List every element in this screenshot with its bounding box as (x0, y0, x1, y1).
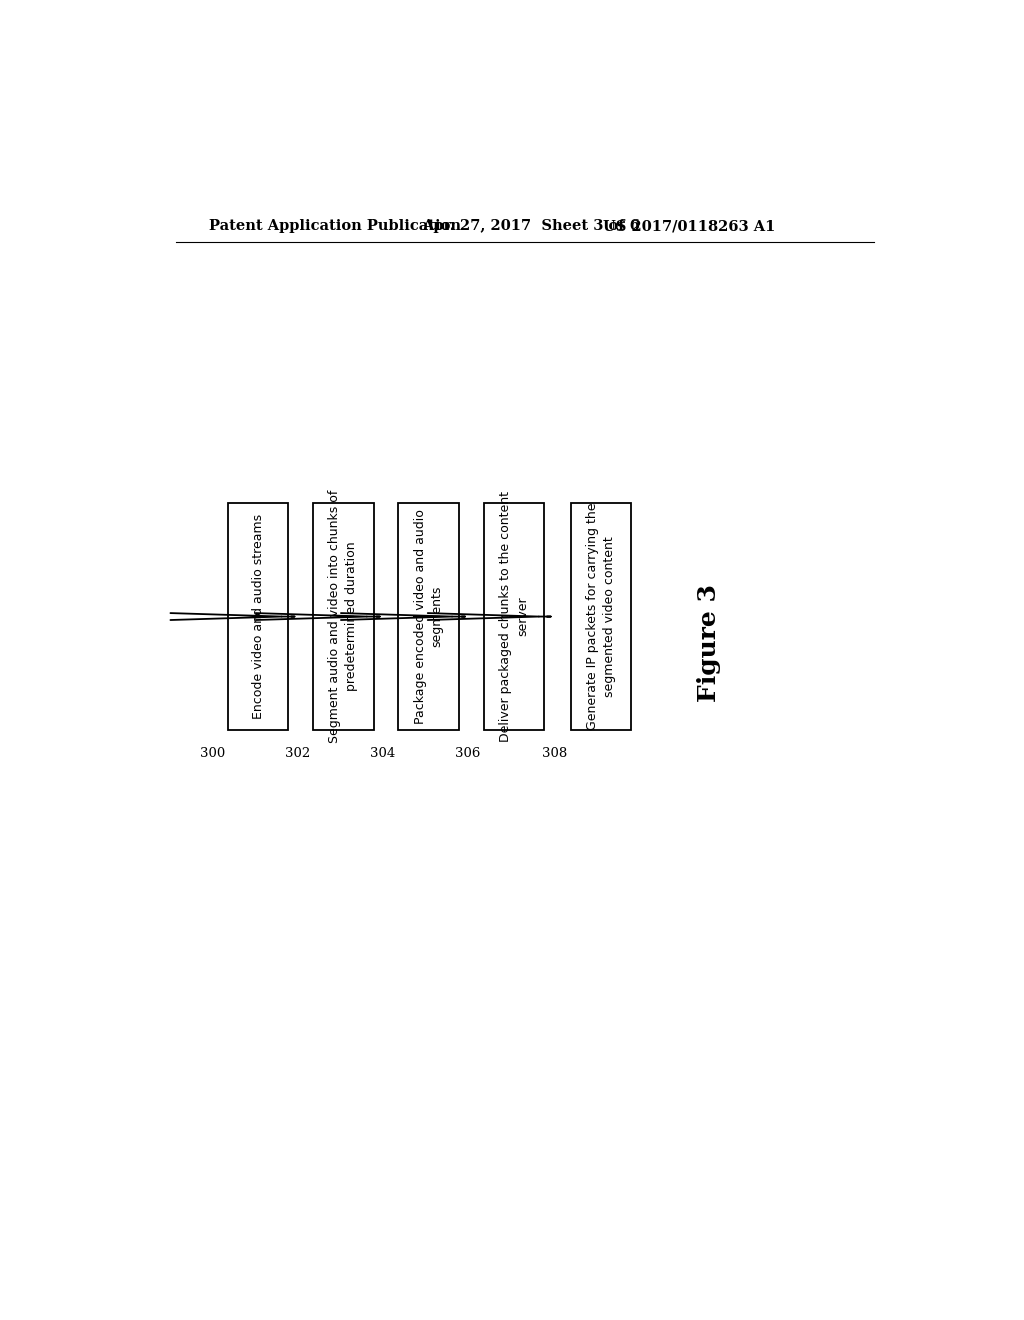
Text: 302: 302 (285, 747, 310, 760)
Text: Encode video and audio streams: Encode video and audio streams (252, 513, 264, 719)
Text: 304: 304 (370, 747, 395, 760)
Bar (313, 503, 374, 730)
Bar (398, 503, 459, 730)
Bar (228, 503, 289, 730)
Text: Apr. 27, 2017  Sheet 3 of 6: Apr. 27, 2017 Sheet 3 of 6 (423, 219, 640, 234)
Text: US 2017/0118263 A1: US 2017/0118263 A1 (603, 219, 775, 234)
Text: Patent Application Publication: Patent Application Publication (209, 219, 462, 234)
Text: 306: 306 (456, 747, 480, 760)
Text: Package encoded video and audio
segments: Package encoded video and audio segments (414, 510, 443, 723)
Text: 308: 308 (542, 747, 567, 760)
Bar (570, 503, 631, 730)
Text: Deliver packaged chunks to the content
server: Deliver packaged chunks to the content s… (499, 491, 529, 742)
Text: Segment audio and video into chunks of
predetermined duration: Segment audio and video into chunks of p… (329, 490, 358, 743)
Bar (483, 503, 544, 730)
Text: Figure 3: Figure 3 (697, 585, 721, 702)
Text: 300: 300 (200, 747, 225, 760)
Text: Generate IP packets for carrying the
segmented video content: Generate IP packets for carrying the seg… (586, 503, 615, 730)
